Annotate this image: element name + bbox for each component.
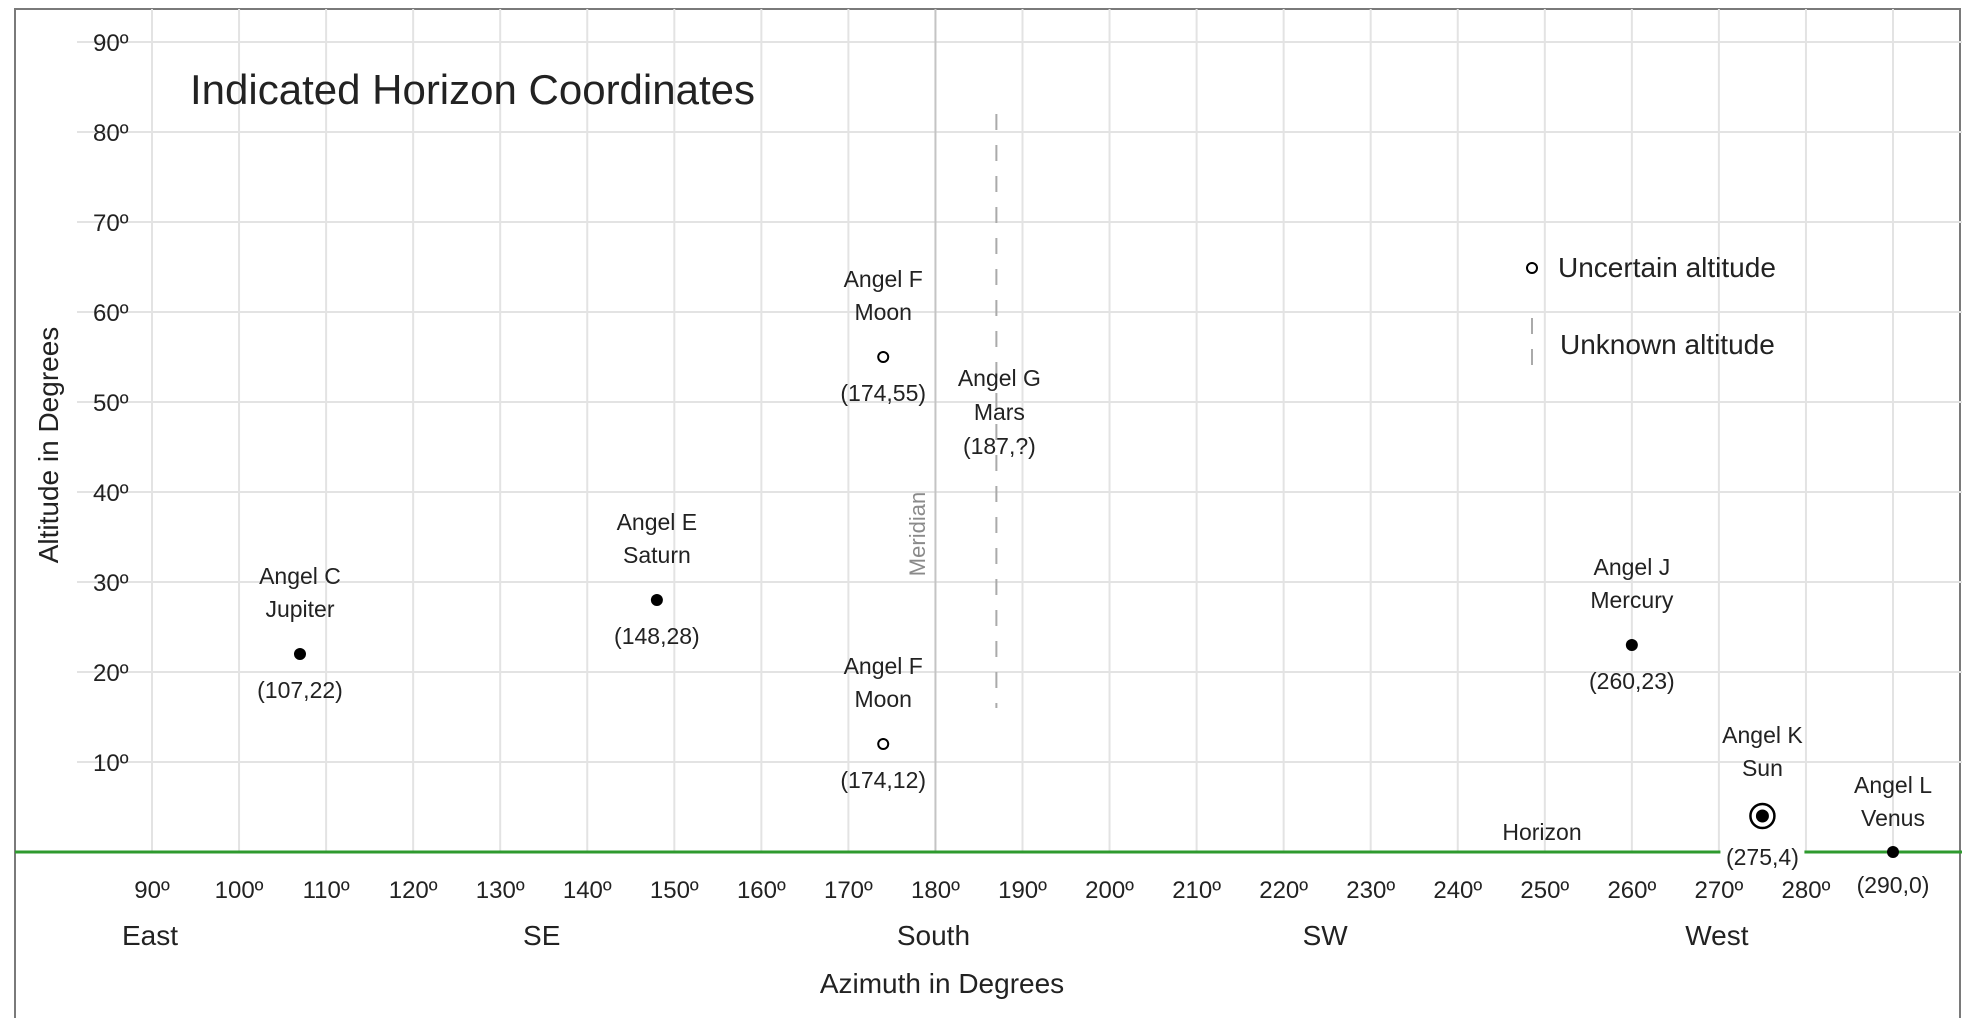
point-angel-label: Angel C bbox=[259, 563, 341, 589]
point-angel-label: Angel J bbox=[1593, 554, 1670, 580]
data-point-jupiter: Angel C Jupiter (107,22) bbox=[257, 563, 343, 703]
legend-open-circle-icon bbox=[1526, 262, 1538, 274]
axes: Indicated Horizon Coordinates Altitude i… bbox=[33, 30, 1831, 999]
data-point-mars: Angel G Mars (187,?) bbox=[958, 114, 1041, 708]
compass-label-sw: SW bbox=[1303, 920, 1349, 951]
legend: Uncertain altitude Unknown altitude bbox=[1526, 252, 1776, 366]
x-tick-label: 270º bbox=[1694, 877, 1743, 904]
point-body-label: Saturn bbox=[623, 542, 691, 568]
x-tick-label: 200º bbox=[1085, 877, 1134, 904]
x-tick-label: 140º bbox=[563, 877, 612, 904]
x-tick-label: 250º bbox=[1520, 877, 1569, 904]
x-tick-label: 210º bbox=[1172, 877, 1221, 904]
x-tick-label: 260º bbox=[1607, 877, 1656, 904]
x-tick-label: 170º bbox=[824, 877, 873, 904]
y-axis-label: Altitude in Degrees bbox=[33, 327, 64, 564]
point-body-label: Moon bbox=[854, 299, 912, 325]
horizon-label: Horizon bbox=[1502, 819, 1581, 845]
y-tick-label: 40º bbox=[93, 480, 129, 507]
x-tick-label: 110º bbox=[303, 877, 350, 904]
y-tick-label: 60º bbox=[93, 300, 129, 327]
data-point-sun: Angel K Sun (275,4) bbox=[1720, 722, 1805, 873]
point-body-label: Mars bbox=[974, 399, 1025, 425]
y-tick-label: 90º bbox=[93, 30, 129, 57]
point-angel-label: Angel F bbox=[844, 653, 923, 679]
filled-dot-icon bbox=[1625, 639, 1638, 651]
grid bbox=[77, 9, 1962, 852]
point-angel-label: Angel L bbox=[1854, 772, 1932, 798]
reference-lines: Meridian Horizon bbox=[15, 9, 1962, 854]
x-tick-label: 160º bbox=[737, 877, 786, 904]
filled-dot-icon bbox=[1887, 846, 1899, 858]
x-tick-label: 190º bbox=[998, 877, 1047, 904]
point-coord-label: (275,4) bbox=[1726, 844, 1799, 870]
point-coord-label: (260,23) bbox=[1589, 668, 1675, 694]
y-tick-label: 20º bbox=[93, 660, 129, 687]
point-coord-label: (290,0) bbox=[1857, 872, 1930, 898]
point-coord-label: (174,12) bbox=[840, 767, 926, 793]
coord-label-background bbox=[1720, 843, 1805, 873]
compass-label-east: East bbox=[122, 920, 178, 951]
data-point-venus: Angel L Venus (290,0) bbox=[1854, 772, 1932, 898]
point-angel-label: Angel K bbox=[1722, 722, 1803, 748]
sun-center-dot bbox=[1755, 809, 1769, 823]
meridian-label: Meridian bbox=[905, 492, 930, 576]
compass-label-se: SE bbox=[523, 920, 560, 951]
x-tick-label: 230º bbox=[1346, 877, 1395, 904]
point-body-label: Venus bbox=[1861, 805, 1925, 831]
x-tick-label: 280º bbox=[1782, 877, 1831, 904]
legend-unknown-label: Unknown altitude bbox=[1560, 329, 1775, 360]
x-tick-label: 240º bbox=[1433, 877, 1482, 904]
point-coord-label: (148,28) bbox=[614, 623, 700, 649]
filled-dot-icon bbox=[293, 648, 306, 660]
legend-uncertain-label: Uncertain altitude bbox=[1558, 252, 1776, 283]
x-tick-label: 100º bbox=[215, 877, 264, 904]
point-body-label: Sun bbox=[1742, 755, 1783, 781]
x-tick-label: 90º bbox=[134, 877, 170, 904]
point-body-label: Mercury bbox=[1590, 587, 1674, 613]
point-angel-label: Angel G bbox=[958, 365, 1041, 391]
chart-title: Indicated Horizon Coordinates bbox=[190, 66, 755, 113]
y-tick-label: 10º bbox=[93, 750, 129, 777]
y-tick-label: 50º bbox=[93, 390, 129, 417]
compass-label-south: South bbox=[897, 920, 970, 951]
data-points: Angel C Jupiter (107,22) Angel E Saturn (148,… bbox=[257, 114, 1932, 898]
x-tick-label: 120º bbox=[389, 877, 438, 904]
open-circle-icon bbox=[877, 351, 890, 363]
x-tick-label: 180º bbox=[911, 877, 960, 904]
point-coord-label: (174,55) bbox=[840, 380, 926, 406]
compass-label-west: West bbox=[1685, 920, 1748, 951]
point-coord-label: (187,?) bbox=[963, 433, 1036, 459]
data-point-mercury: Angel J Mercury (260,23) bbox=[1589, 554, 1675, 694]
data-point-moon: Angel F Moon (174,55) bbox=[840, 266, 926, 406]
point-body-label: Jupiter bbox=[265, 596, 334, 622]
x-axis-label: Azimuth in Degrees bbox=[820, 968, 1064, 999]
point-angel-label: Angel E bbox=[617, 509, 698, 535]
data-point-moon: Angel F Moon (174,12) bbox=[840, 653, 926, 793]
open-circle-icon bbox=[877, 738, 890, 750]
x-tick-label: 220º bbox=[1259, 877, 1308, 904]
y-tick-label: 30º bbox=[93, 570, 129, 597]
y-tick-label: 80º bbox=[93, 120, 129, 147]
y-tick-label: 70º bbox=[93, 210, 129, 237]
point-angel-label: Angel F bbox=[844, 266, 923, 292]
filled-dot-icon bbox=[650, 594, 663, 606]
x-tick-label: 130º bbox=[476, 877, 525, 904]
point-coord-label: (107,22) bbox=[257, 677, 343, 703]
point-body-label: Moon bbox=[854, 686, 912, 712]
x-tick-label: 150º bbox=[650, 877, 699, 904]
data-point-saturn: Angel E Saturn (148,28) bbox=[614, 509, 700, 649]
